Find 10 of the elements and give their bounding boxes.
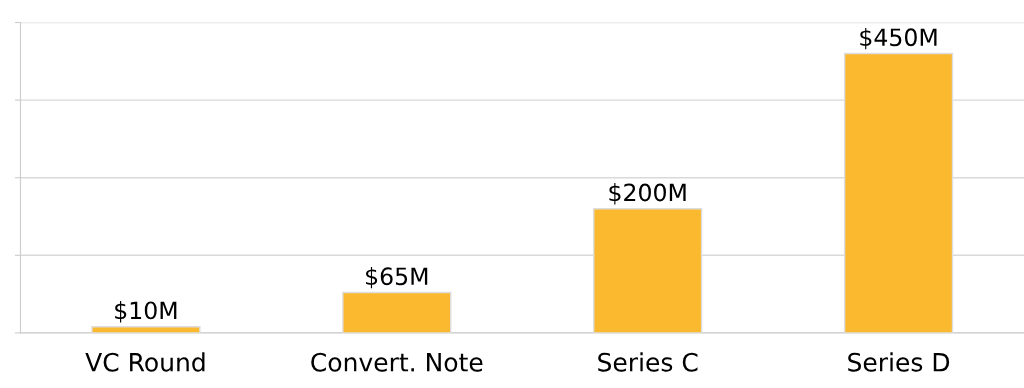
- bar: [91, 326, 201, 333]
- x-tick-label: Series C: [598, 352, 698, 372]
- data-label: $200M: [609, 183, 686, 205]
- x-tick-label: Convert. Note: [311, 352, 483, 372]
- data-label: $10M: [115, 301, 177, 323]
- x-tick-label: VC Round: [85, 352, 205, 372]
- x-tick-label: Series D: [848, 352, 950, 372]
- bar: [342, 291, 452, 333]
- data-label: $65M: [366, 266, 428, 289]
- data-label: $450M: [860, 27, 937, 50]
